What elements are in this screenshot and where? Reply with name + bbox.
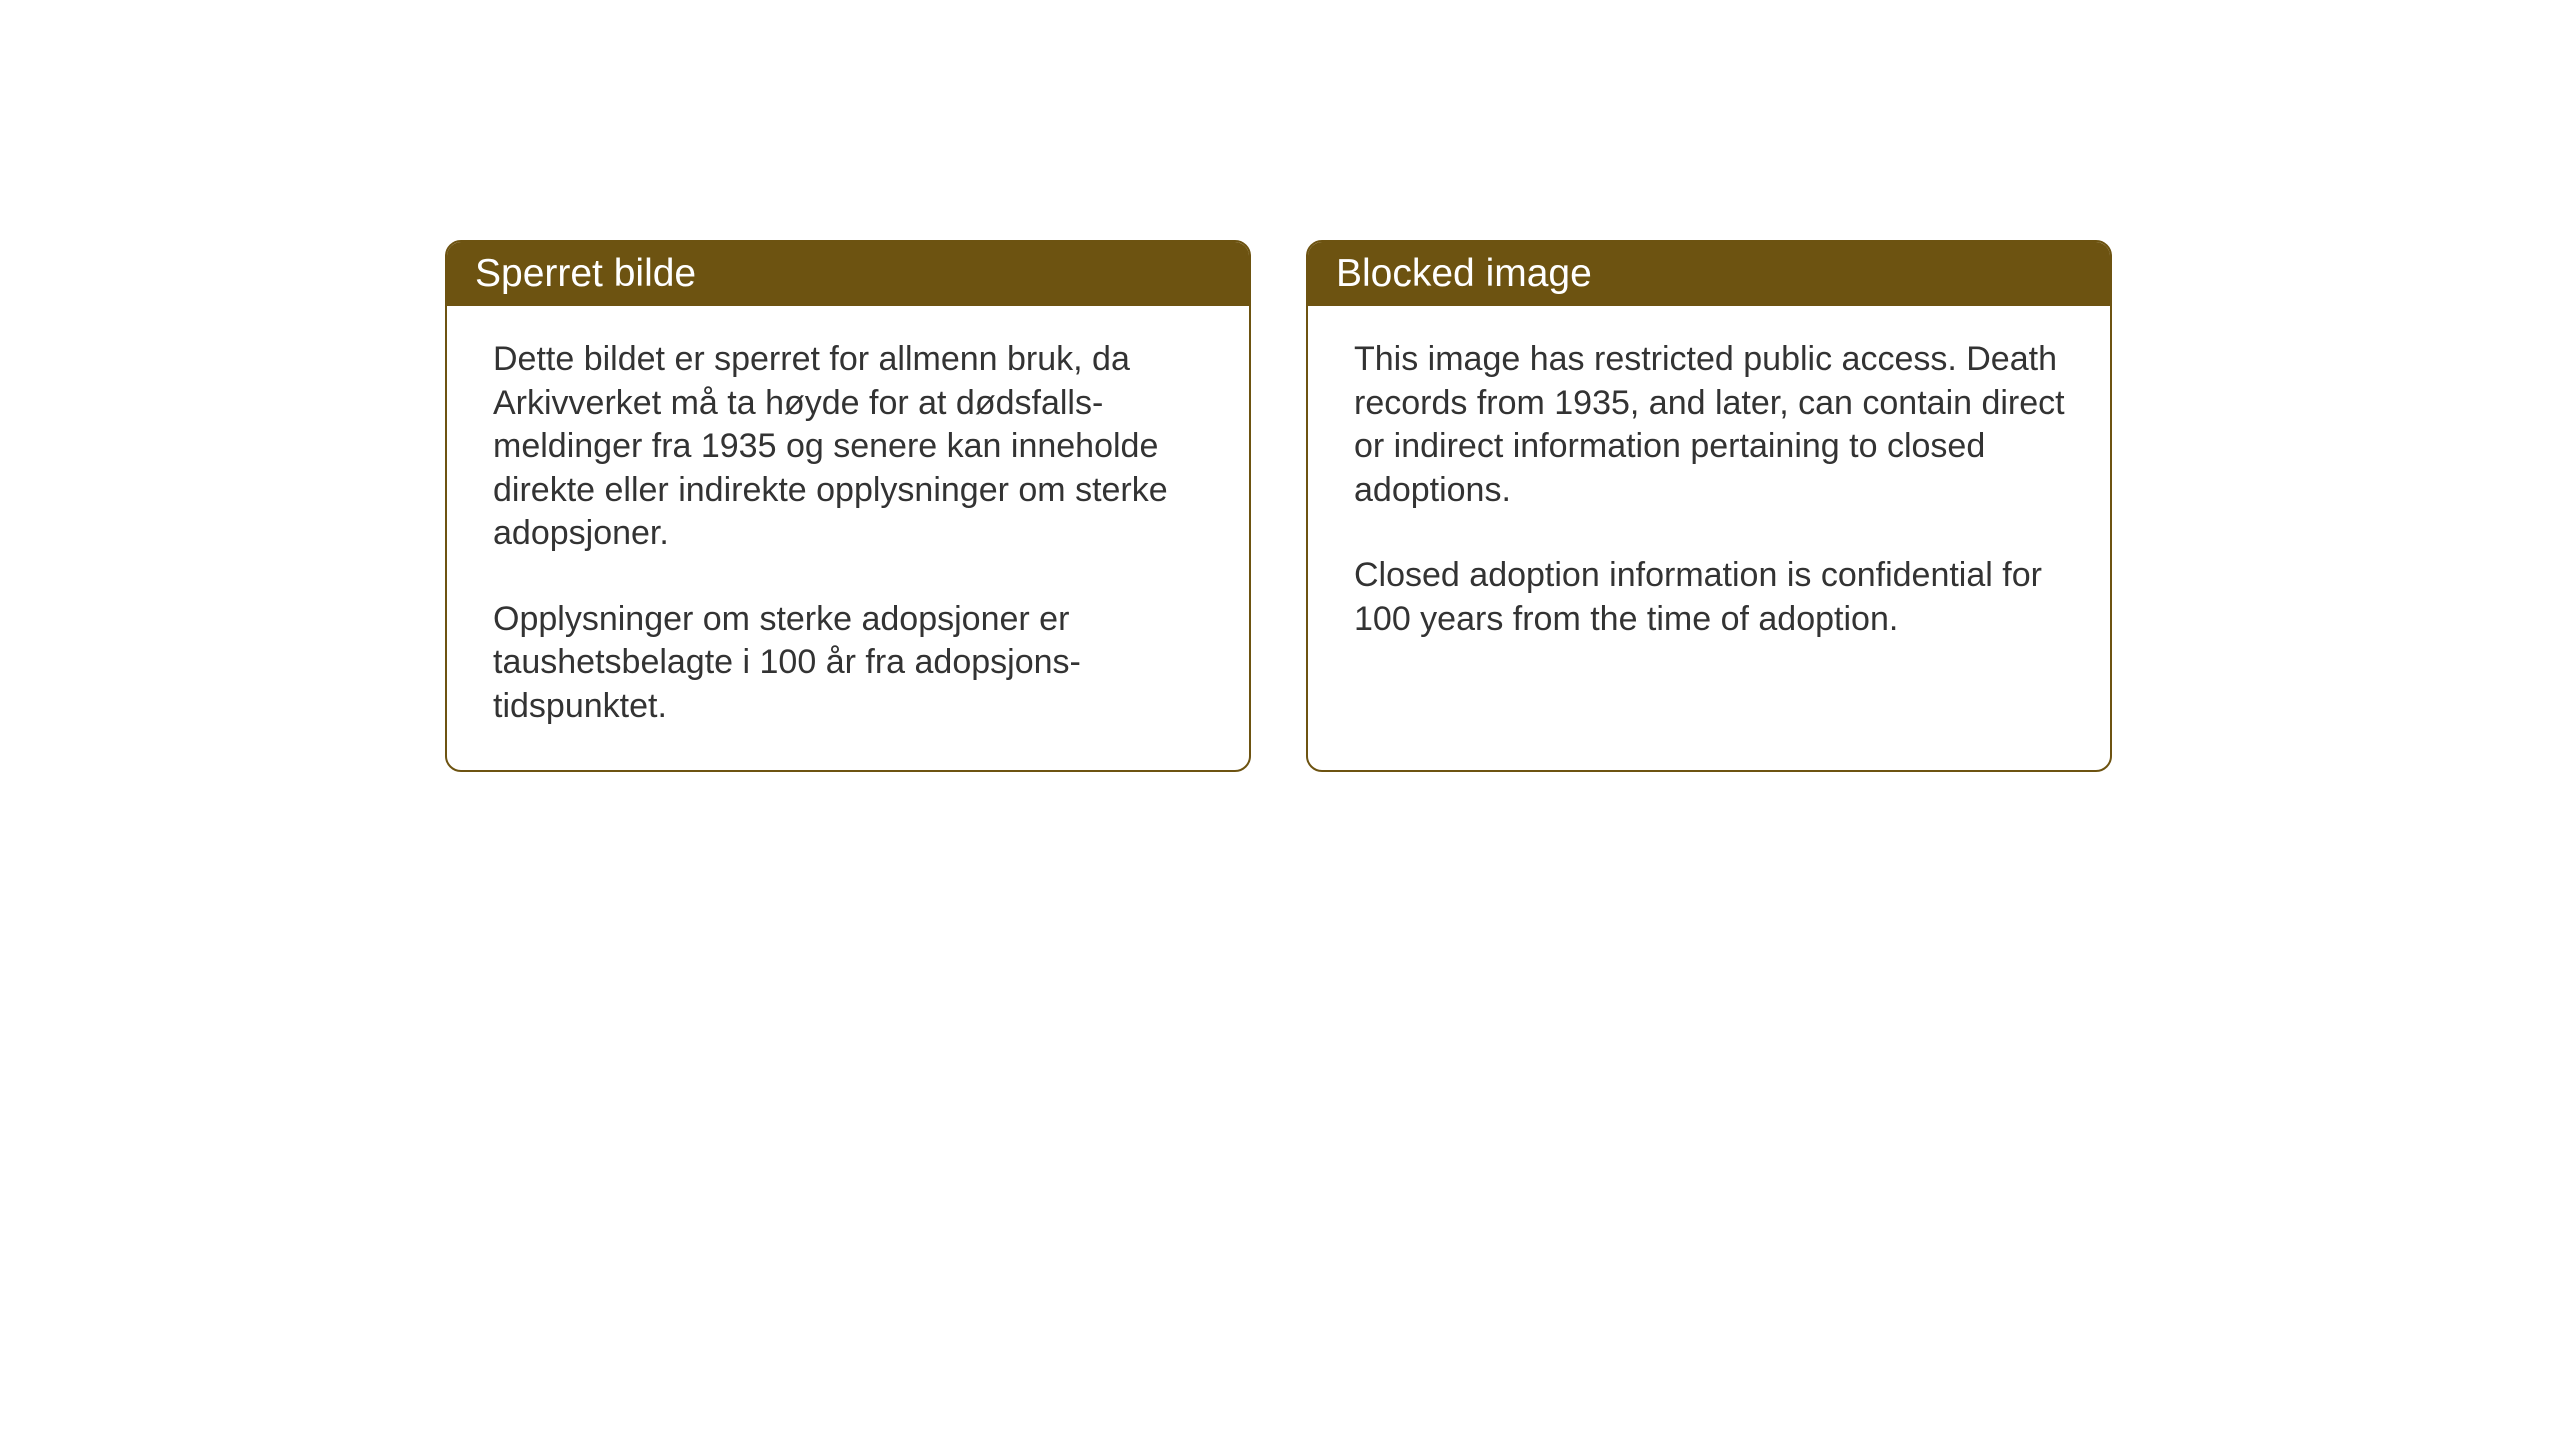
card-title: Blocked image: [1336, 252, 1592, 295]
notice-cards-container: Sperret bilde Dette bildet er sperret fo…: [445, 240, 2112, 772]
notice-card-english: Blocked image This image has restricted …: [1306, 240, 2112, 772]
card-body-english: This image has restricted public access.…: [1308, 306, 2110, 756]
notice-card-norwegian: Sperret bilde Dette bildet er sperret fo…: [445, 240, 1251, 772]
card-paragraph: Opplysninger om sterke adopsjoner er tau…: [493, 598, 1211, 729]
card-paragraph: This image has restricted public access.…: [1354, 338, 2072, 512]
card-paragraph: Closed adoption information is confident…: [1354, 554, 2072, 641]
card-title: Sperret bilde: [475, 252, 696, 295]
card-header-english: Blocked image: [1308, 242, 2110, 306]
card-paragraph: Dette bildet er sperret for allmenn bruk…: [493, 338, 1211, 556]
card-body-norwegian: Dette bildet er sperret for allmenn bruk…: [447, 306, 1249, 770]
card-header-norwegian: Sperret bilde: [447, 242, 1249, 306]
